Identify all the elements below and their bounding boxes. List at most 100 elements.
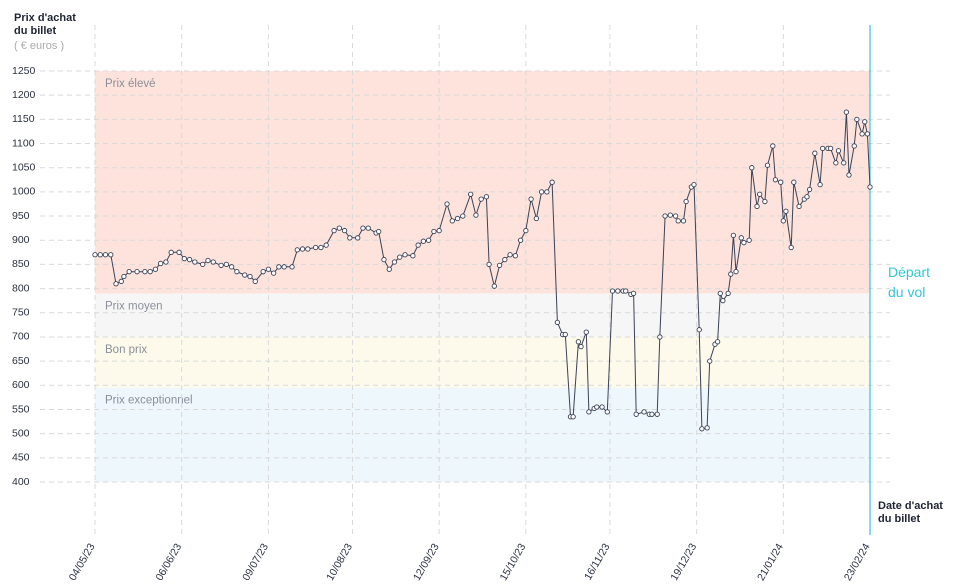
- price-point: [867, 184, 873, 190]
- price-point: [717, 290, 723, 297]
- price-point: [533, 215, 540, 222]
- price-point: [654, 411, 660, 417]
- x-tick-label: 15/10/23: [498, 541, 529, 583]
- x-tick-label: 09/07/23: [240, 541, 271, 583]
- price-point: [599, 404, 605, 410]
- band-label: Prix exceptionnel: [105, 395, 193, 407]
- price-point: [276, 264, 282, 270]
- y-tick-label: 1100: [12, 137, 35, 149]
- y-tick-label: 500: [12, 427, 30, 439]
- price-point: [152, 266, 159, 272]
- price-point: [331, 227, 337, 234]
- price-point: [544, 189, 550, 195]
- price-point: [707, 358, 713, 364]
- price-point: [270, 270, 277, 276]
- price-band: [95, 336, 870, 388]
- price-point: [672, 213, 679, 219]
- price-point: [864, 131, 871, 137]
- price-point: [675, 218, 681, 224]
- y-tick-label: 650: [12, 355, 30, 367]
- price-point: [218, 262, 224, 269]
- price-point: [570, 414, 576, 420]
- y-tick-label: 1200: [12, 89, 36, 101]
- price-point: [294, 247, 300, 253]
- price-point: [630, 290, 637, 297]
- price-point: [741, 240, 747, 246]
- price-point: [491, 283, 497, 289]
- price-point: [507, 252, 513, 258]
- price-point: [609, 288, 616, 294]
- price-point: [720, 298, 726, 304]
- price-point: [820, 145, 826, 152]
- x-tick-label: 04/05/23: [67, 541, 98, 583]
- x-tick-label: 21/01/24: [755, 541, 786, 583]
- event-label: Départ du vol: [888, 264, 931, 300]
- price-point: [468, 191, 474, 197]
- price-point: [575, 339, 582, 345]
- price-point: [121, 273, 127, 280]
- price-point: [667, 212, 673, 218]
- price-point: [662, 213, 668, 219]
- price-point: [796, 203, 802, 210]
- y-tick-label: 1250: [12, 65, 36, 77]
- price-point: [186, 256, 193, 263]
- price-point: [791, 179, 797, 185]
- price-point: [341, 227, 348, 234]
- price-point: [757, 191, 763, 197]
- price-point: [168, 249, 174, 255]
- price-point: [444, 201, 450, 207]
- price-point: [318, 244, 324, 251]
- y-tick-label: 550: [12, 403, 30, 415]
- price-point: [113, 281, 119, 287]
- price-point: [147, 269, 153, 275]
- price-point: [305, 246, 311, 252]
- price-point: [92, 252, 98, 258]
- x-tick-label: 19/12/23: [668, 541, 699, 583]
- price-point: [696, 327, 702, 333]
- price-point: [704, 425, 710, 431]
- x-tick-label: 12/09/23: [411, 541, 442, 583]
- price-point: [657, 334, 663, 340]
- price-point: [843, 109, 850, 115]
- y-tick-label: 1150: [12, 113, 35, 125]
- price-point: [181, 255, 187, 262]
- price-point: [770, 143, 776, 149]
- price-point: [247, 273, 253, 280]
- price-point: [210, 259, 216, 265]
- price-point: [449, 218, 455, 224]
- price-point: [223, 261, 230, 268]
- price-point: [806, 186, 813, 193]
- y-tick-label: 600: [12, 379, 30, 391]
- y-tick-label: 400: [12, 476, 30, 488]
- y-tick-label: 1050: [12, 161, 36, 173]
- price-point: [641, 409, 647, 415]
- y-tick-label: 900: [12, 234, 30, 246]
- price-point: [854, 116, 860, 123]
- price-point: [714, 339, 721, 345]
- price-point: [778, 179, 784, 185]
- price-point: [846, 172, 852, 178]
- price-point: [851, 143, 857, 149]
- price-point: [523, 227, 529, 234]
- price-point: [313, 244, 319, 251]
- price-point: [376, 228, 382, 235]
- price-point: [691, 181, 697, 188]
- price-point: [812, 150, 818, 156]
- x-tick-label: 16/11/23: [582, 541, 613, 582]
- price-band: [95, 387, 870, 482]
- price-point: [460, 213, 466, 219]
- price-point: [738, 235, 744, 241]
- price-point: [538, 189, 545, 195]
- price-point: [158, 260, 164, 267]
- price-point: [649, 411, 655, 417]
- price-point: [788, 244, 794, 251]
- price-point: [355, 235, 361, 241]
- price-point: [728, 271, 734, 277]
- price-point: [583, 329, 589, 335]
- price-point: [381, 256, 387, 263]
- price-point: [749, 165, 755, 171]
- price-point: [360, 225, 366, 231]
- price-point: [142, 269, 148, 275]
